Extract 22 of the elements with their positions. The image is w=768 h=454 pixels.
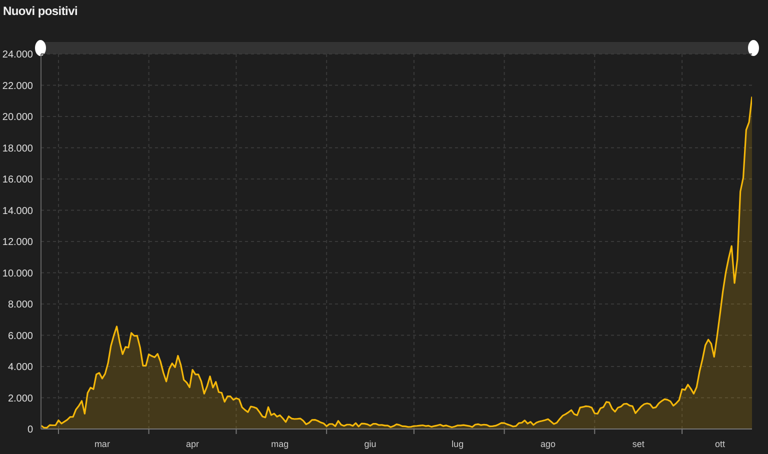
y-tick-label: 0 <box>27 424 34 436</box>
x-tick-label: ott <box>714 439 726 449</box>
x-tick-label: ago <box>540 439 556 449</box>
y-tick-label: 16.000 <box>2 174 34 186</box>
x-tick-label: mar <box>94 439 110 449</box>
x-tick-label: lug <box>452 439 464 449</box>
y-tick-label: 12.000 <box>2 237 34 248</box>
y-tick-label: 14.000 <box>2 206 34 217</box>
y-tick-label: 6.000 <box>8 330 34 342</box>
x-tick-label: set <box>632 439 645 449</box>
y-tick-label: 18.000 <box>2 143 34 154</box>
y-tick-label: 20.000 <box>2 112 34 124</box>
chart-title: Nuovi positivi <box>3 4 78 18</box>
y-tick-label: 4.000 <box>8 362 34 374</box>
x-tick-label: mag <box>271 439 289 449</box>
y-tick-label: 24.000 <box>2 50 34 61</box>
x-tick-label: giu <box>364 439 376 449</box>
y-tick-label: 10.000 <box>2 268 34 280</box>
y-tick-label: 22.000 <box>2 80 34 92</box>
y-tick-label: 8.000 <box>8 300 34 311</box>
x-tick-label: apr <box>186 439 200 449</box>
y-tick-label: 2.000 <box>8 393 34 404</box>
